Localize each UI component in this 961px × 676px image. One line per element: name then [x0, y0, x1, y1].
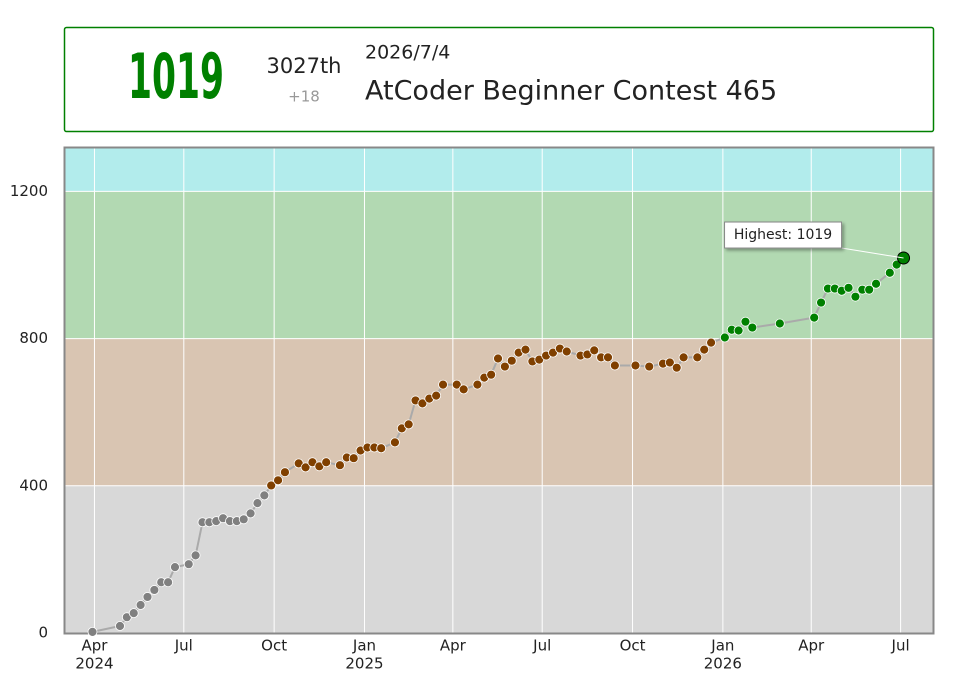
rating-point [871, 278, 881, 289]
rating-point [719, 332, 730, 343]
x-tick-label: Oct [261, 637, 287, 655]
y-tick-label: 800 [19, 329, 48, 347]
x-tick-label: Jan [352, 637, 376, 655]
contest-name: AtCoder Beginner Contest 465 [365, 76, 777, 107]
rating-band [65, 148, 933, 192]
rating-point [561, 346, 572, 357]
rating-point [245, 508, 256, 519]
rating-point [486, 369, 497, 380]
annotation-label: Highest: 1019 [734, 227, 832, 243]
rating-point [843, 282, 854, 293]
rating-point [149, 585, 160, 595]
rating-point [706, 337, 716, 348]
rating-point [390, 437, 400, 448]
rating-point [280, 467, 290, 478]
rating-point [747, 322, 758, 333]
x-tick-label: Apr [798, 637, 825, 655]
rating-point [692, 352, 703, 363]
rating-point [589, 345, 600, 356]
rating-point [644, 361, 655, 372]
rating-point [671, 362, 682, 373]
rating-point [678, 352, 689, 363]
plot-frame [63, 146, 935, 635]
y-tick-label: 400 [19, 476, 48, 494]
rating-point [850, 291, 861, 302]
x-tick-label: Apr [440, 637, 467, 655]
rating-point [266, 480, 277, 491]
rating-point [438, 379, 448, 390]
rating-point [273, 475, 283, 486]
rating-point [816, 297, 826, 308]
rating-point [864, 284, 875, 295]
x-tick-label: Jan [710, 637, 734, 655]
rating-point [115, 621, 125, 631]
rating-point [135, 600, 146, 610]
rating-point [321, 457, 332, 468]
rating-point [493, 353, 503, 364]
rating-point [348, 453, 359, 464]
rating-point [190, 550, 201, 561]
rating-point [163, 577, 173, 588]
x-tick-label: Jul [891, 637, 910, 655]
annotation-leader [841, 247, 904, 259]
x-tick-year: 2025 [345, 655, 383, 673]
rating-point [499, 361, 510, 372]
rating-point [417, 398, 428, 409]
x-tick-year: 2024 [75, 655, 113, 673]
rating-point [170, 562, 180, 573]
rating-point [300, 462, 311, 473]
rating-point [809, 312, 820, 323]
status-box [63, 26, 935, 133]
rating-point [335, 460, 345, 471]
rating-point [609, 360, 620, 371]
x-tick-year: 2026 [704, 655, 742, 673]
rating-point [252, 498, 263, 509]
rating-point [630, 360, 641, 371]
x-tick-label: Apr [81, 637, 108, 655]
rating-point [520, 344, 531, 355]
rating-point [603, 352, 613, 363]
y-tick-label: 1200 [10, 182, 48, 200]
rating-point [506, 355, 517, 366]
contest-date: 2026/7/4 [365, 42, 450, 64]
rating-point [238, 514, 249, 525]
x-tick-label: Jul [532, 637, 551, 655]
annotation-box [724, 221, 843, 249]
rating-point [458, 384, 469, 395]
rating-point [774, 318, 785, 329]
rating-point [142, 592, 153, 602]
x-tick-label: Oct [620, 637, 646, 655]
rating-point [472, 379, 483, 390]
rating-point [87, 626, 98, 637]
rating-diff: +18 [288, 88, 320, 106]
rating-point [431, 390, 442, 401]
rating-point [451, 379, 462, 390]
rating-point [733, 325, 744, 336]
rating-point [376, 443, 387, 454]
rating-point [259, 490, 270, 501]
rating-point [403, 419, 414, 430]
rank: 3027th [267, 54, 342, 78]
rating-band [65, 485, 933, 633]
rating-point [699, 344, 710, 355]
y-tick-label: 0 [38, 624, 48, 642]
rating-point [884, 267, 895, 278]
rating-point [128, 608, 139, 619]
rating-band [65, 191, 933, 339]
rating-point [740, 316, 751, 327]
rating-point [664, 357, 675, 368]
current-rating: 1019 [128, 40, 224, 113]
rating-point [183, 559, 194, 570]
x-tick-label: Jul [174, 637, 193, 655]
